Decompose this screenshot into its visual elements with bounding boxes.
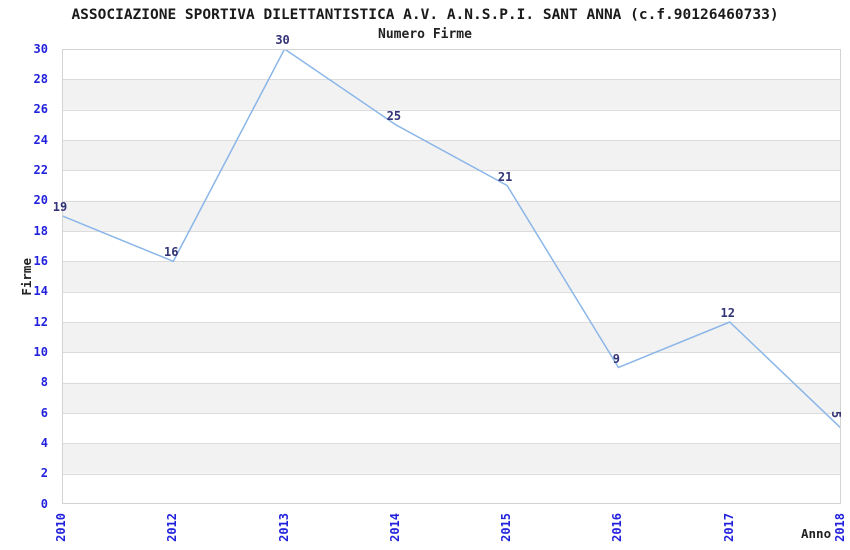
value-label: 21: [497, 169, 513, 184]
y-tick-label: 28: [33, 71, 48, 86]
band: [62, 200, 841, 231]
y-tick-label: 16: [33, 253, 48, 268]
x-axis-title: Anno: [801, 526, 832, 541]
band: [62, 79, 841, 110]
x-tick-label: 2010: [54, 513, 68, 542]
x-tick-label: 2014: [387, 513, 402, 542]
alternating-bands: [62, 79, 841, 474]
y-tick-label: 24: [33, 132, 48, 147]
x-tick-label: 2017: [721, 513, 736, 542]
y-tick-label: 26: [33, 102, 48, 117]
y-tick-label: 30: [33, 41, 48, 56]
y-tick-label: 14: [33, 284, 48, 299]
x-tick-label: 2016: [610, 513, 625, 542]
x-tick-label: 2013: [276, 513, 291, 542]
value-label: 25: [386, 108, 402, 123]
chart-subtitle: Numero Firme: [378, 27, 472, 42]
y-tick-label: 10: [33, 344, 48, 359]
y-tick-label: 2: [40, 466, 48, 481]
band: [62, 261, 841, 292]
y-tick-label: 12: [33, 314, 48, 329]
x-tick-label: 2012: [165, 513, 180, 542]
y-tick-label: 8: [40, 375, 48, 390]
value-label: 30: [275, 33, 290, 47]
value-label: 19: [52, 199, 68, 214]
value-label: 12: [720, 306, 735, 320]
y-tick-label: 4: [40, 435, 48, 450]
x-tick-label: 2018: [833, 513, 847, 542]
line-chart-plot-area: [62, 49, 841, 504]
y-axis-title: Firme: [19, 258, 34, 296]
y-tick-label: 18: [33, 223, 48, 238]
x-tick-label: 2015: [499, 513, 514, 542]
y-tick-label: 6: [40, 405, 48, 420]
band: [62, 443, 841, 474]
y-tick-label: 22: [33, 162, 48, 177]
band: [62, 322, 841, 353]
chart-title: ASSOCIAZIONE SPORTIVA DILETTANTISTICA A.…: [71, 7, 779, 23]
value-label: 5: [829, 411, 844, 419]
band: [62, 382, 841, 413]
value-label: 9: [612, 351, 621, 366]
value-label: 16: [164, 245, 179, 260]
series-line-numero-firme: [62, 49, 841, 429]
horizontal-gridlines: [62, 79, 841, 475]
y-tick-label: 20: [33, 193, 48, 208]
y-tick-label: 0: [40, 496, 48, 511]
plot-border: [62, 49, 841, 504]
